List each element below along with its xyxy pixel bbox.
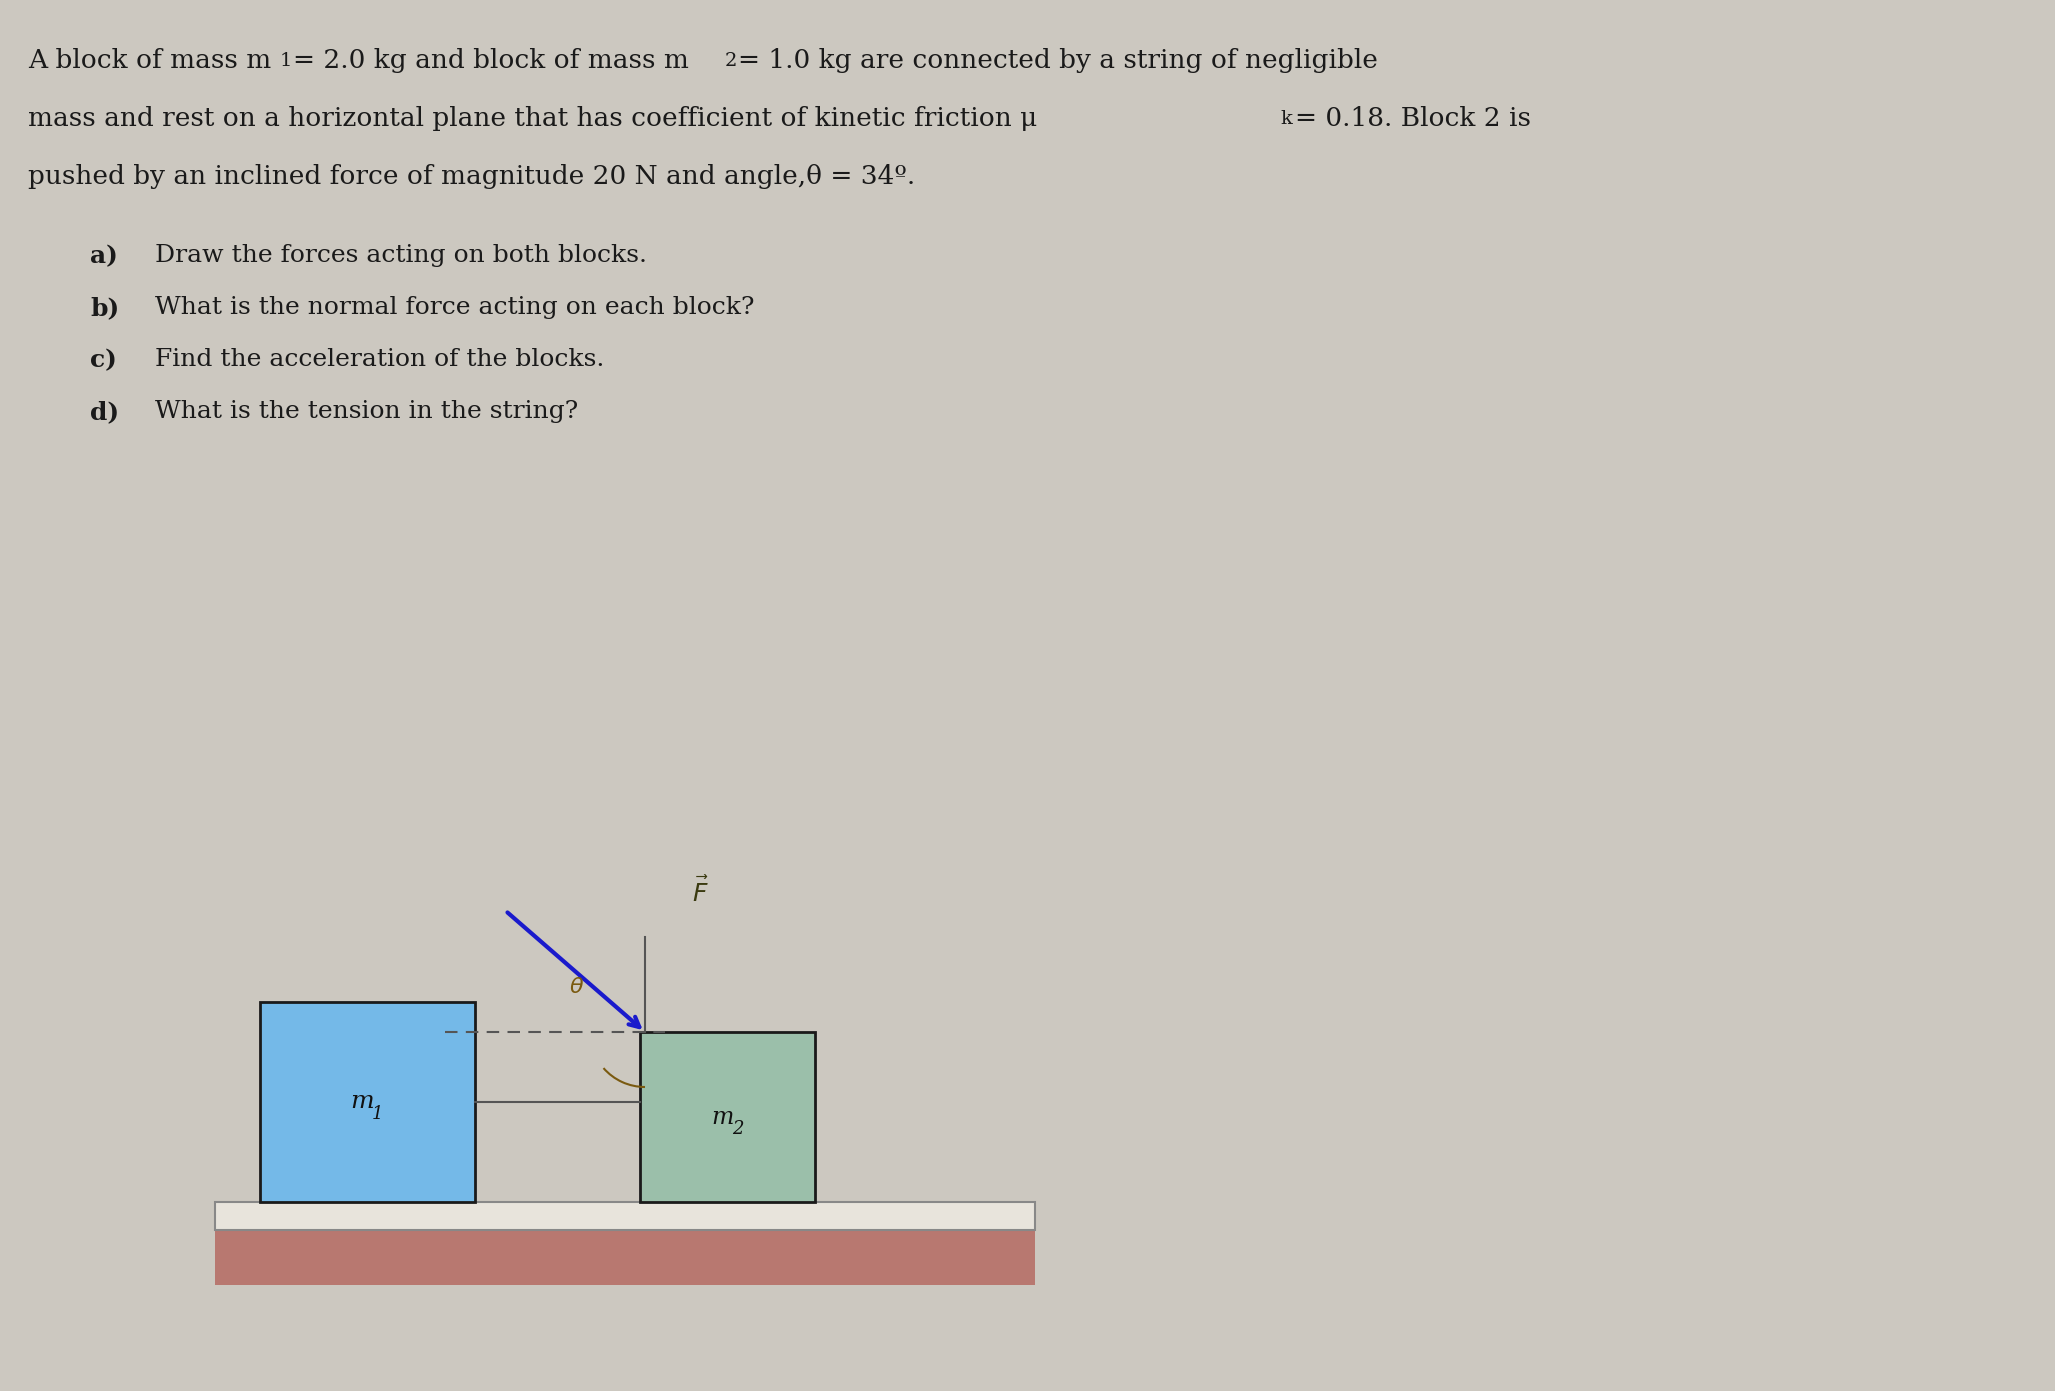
Text: 2: 2: [732, 1120, 744, 1138]
Bar: [216, 1202, 1036, 1230]
Text: b): b): [90, 296, 119, 320]
Text: = 2.0 kg and block of mass m: = 2.0 kg and block of mass m: [294, 49, 688, 72]
Text: What is the normal force acting on each block?: What is the normal force acting on each …: [154, 296, 754, 319]
Bar: [216, 1230, 1036, 1285]
Text: What is the tension in the string?: What is the tension in the string?: [154, 401, 577, 423]
Bar: [261, 1002, 475, 1202]
Text: a): a): [90, 243, 117, 268]
Text: pushed by an inclined force of magnitude 20 N and angle,θ = 34º.: pushed by an inclined force of magnitude…: [29, 164, 914, 189]
Text: m: m: [711, 1106, 734, 1128]
Text: 1: 1: [279, 51, 292, 70]
Text: d): d): [90, 401, 119, 424]
Text: Find the acceleration of the blocks.: Find the acceleration of the blocks.: [154, 348, 604, 371]
Text: Draw the forces acting on both blocks.: Draw the forces acting on both blocks.: [154, 243, 647, 267]
Text: k: k: [1280, 110, 1293, 128]
Text: $\theta$: $\theta$: [569, 976, 584, 997]
Text: m: m: [351, 1091, 374, 1114]
Text: c): c): [90, 348, 117, 371]
Text: 1: 1: [372, 1104, 382, 1123]
Bar: [639, 1032, 816, 1202]
Text: = 0.18. Block 2 is: = 0.18. Block 2 is: [1295, 106, 1531, 131]
Text: A block of mass m: A block of mass m: [29, 49, 271, 72]
Text: = 1.0 kg are connected by a string of negligible: = 1.0 kg are connected by a string of ne…: [738, 49, 1377, 72]
Text: mass and rest on a horizontal plane that has coefficient of kinetic friction μ: mass and rest on a horizontal plane that…: [29, 106, 1038, 131]
Text: 2: 2: [725, 51, 738, 70]
Text: $\vec{F}$: $\vec{F}$: [693, 876, 709, 907]
